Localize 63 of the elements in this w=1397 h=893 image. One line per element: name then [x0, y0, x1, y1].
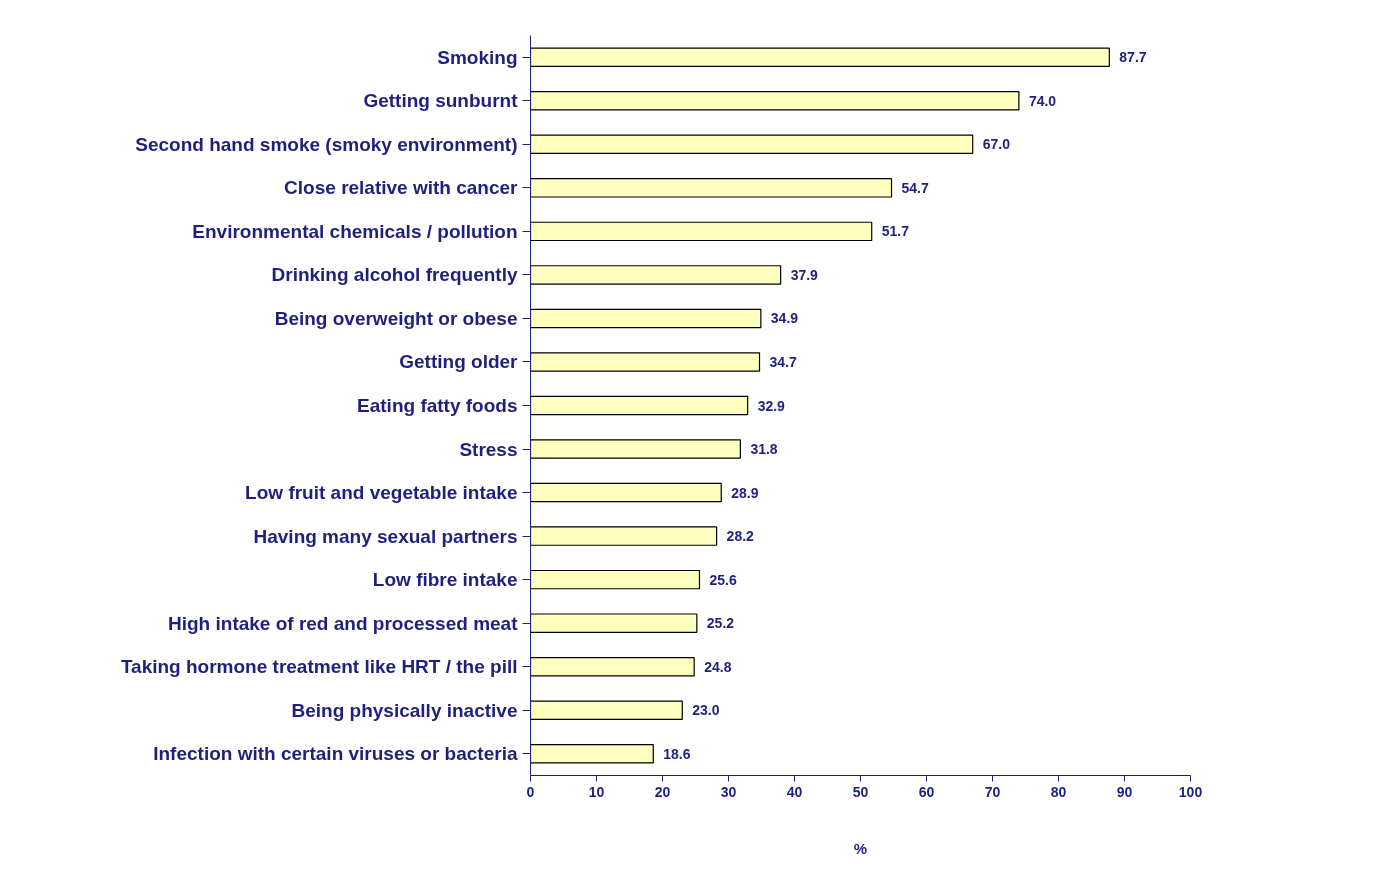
bar: [530, 308, 762, 329]
bar: [530, 613, 698, 633]
y-tick-label: Eating fatty foods: [357, 395, 518, 416]
x-tick-label: 60: [918, 783, 935, 800]
bar: [530, 221, 873, 242]
bar: [530, 91, 1020, 111]
data-label: 23.0: [692, 702, 720, 719]
y-tick-label: Being physically inactive: [291, 699, 518, 721]
bar: [530, 352, 761, 372]
data-label: 32.9: [757, 397, 786, 414]
bar: [530, 134, 974, 155]
x-tick-label: 10: [588, 783, 605, 800]
bar: [530, 743, 654, 764]
data-label: 31.8: [750, 441, 778, 458]
y-tick-label: Taking hormone treatment like HRT / the pill: [120, 656, 518, 678]
y-tick-label: High intake of red and processed meat: [168, 612, 519, 634]
data-label: 51.7: [881, 223, 910, 240]
data-label: 28.2: [726, 528, 755, 545]
data-label: 24.8: [704, 658, 732, 675]
data-label: 74.0: [1028, 92, 1057, 109]
bar: [530, 395, 749, 416]
bar: [530, 482, 722, 503]
data-label: 25.6: [709, 571, 737, 588]
bar: [530, 526, 718, 546]
data-label: 18.6: [663, 745, 691, 762]
x-tick-label: 40: [786, 783, 803, 800]
data-label: 54.7: [901, 179, 929, 196]
x-tick-label: 70: [984, 783, 1001, 800]
x-axis-title: %: [853, 839, 868, 857]
bar: [530, 265, 782, 285]
data-label: 34.9: [770, 310, 799, 327]
y-tick-label: Stress: [459, 438, 518, 460]
y-tick-label: Low fibre intake: [372, 569, 518, 591]
x-tick-label: 90: [1116, 783, 1133, 800]
y-tick-label: Getting older: [399, 351, 519, 373]
y-tick-label: Second hand smoke (smoky environment): [135, 133, 518, 155]
bar: [530, 569, 701, 590]
bar: [530, 178, 893, 198]
data-label: 87.7: [1119, 49, 1147, 66]
bar: [530, 47, 1110, 68]
x-tick-label: 100: [1178, 783, 1203, 800]
y-tick-label: Low fruit and vegetable intake: [245, 482, 518, 504]
y-tick-label: Getting sunburnt: [363, 90, 519, 112]
data-label: 25.2: [706, 615, 735, 632]
y-tick-label: Having many sexual partners: [253, 525, 518, 547]
x-tick-label: 20: [654, 783, 671, 800]
data-label: 37.9: [790, 266, 819, 283]
data-label: 34.7: [769, 353, 797, 370]
bar: [530, 700, 683, 720]
bar: [530, 439, 741, 459]
y-tick-label: Drinking alcohol frequently: [271, 264, 518, 286]
y-tick-label: Being overweight or obese: [274, 307, 518, 329]
data-label: 28.9: [731, 484, 759, 501]
data-label: 67.0: [982, 136, 1011, 153]
x-tick-label: 80: [1050, 783, 1067, 800]
x-tick-label: 0: [526, 783, 535, 800]
x-tick-label: 50: [852, 783, 869, 800]
y-tick-label: Infection with certain viruses or bacteria: [153, 743, 518, 765]
x-tick-label: 30: [720, 783, 737, 800]
bar: [530, 656, 695, 677]
y-tick-label: Smoking: [437, 46, 518, 68]
y-tick-label: Close relative with cancer: [284, 177, 519, 199]
y-tick-label: Environmental chemicals / pollution: [192, 220, 518, 242]
